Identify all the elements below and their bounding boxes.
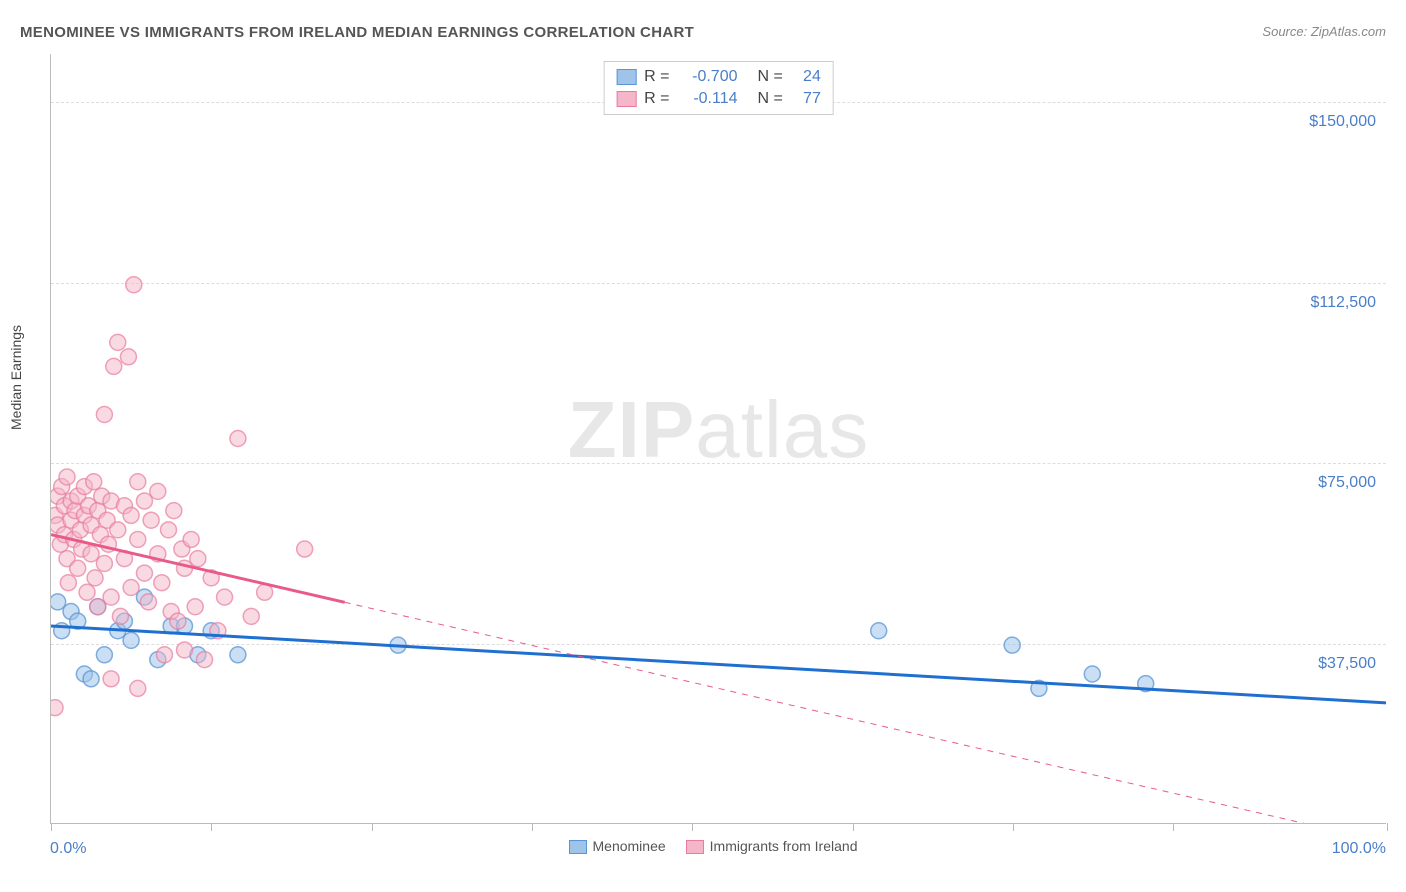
source-attribution: Source: ZipAtlas.com [1262,24,1386,39]
scatter-point [130,680,146,696]
scatter-point [257,584,273,600]
scatter-point [140,594,156,610]
legend-swatch [686,840,704,854]
scatter-point [217,589,233,605]
scatter-point [197,652,213,668]
scatter-point [1084,666,1100,682]
scatter-point [86,474,102,490]
scatter-point [103,589,119,605]
x-tick [51,823,52,831]
n-label: N = [758,66,783,88]
scatter-point [96,555,112,571]
scatter-point [120,349,136,365]
x-tick [211,823,212,831]
x-tick [692,823,693,831]
scatter-point [230,647,246,663]
scatter-point [123,507,139,523]
correlation-legend: R = -0.700 N = 24 R = -0.114 N = 77 [603,61,834,115]
source-value: ZipAtlas.com [1311,24,1386,39]
r-value: -0.114 [678,88,738,110]
scatter-point [156,647,172,663]
scatter-point [166,503,182,519]
scatter-point [87,570,103,586]
scatter-point [59,469,75,485]
plot-area: ZIPatlas R =-0.700N =24R =-0.114N =77 $3… [50,54,1386,824]
scatter-point [79,584,95,600]
scatter-point [177,642,193,658]
scatter-point [110,522,126,538]
scatter-point [96,647,112,663]
scatter-point [170,613,186,629]
scatter-point [230,431,246,447]
x-tick [532,823,533,831]
n-value: 24 [791,66,821,88]
scatter-point [112,608,128,624]
x-tick [372,823,373,831]
n-value: 77 [791,88,821,110]
r-value: -0.700 [678,66,738,88]
scatter-point [190,551,206,567]
legend-swatch [616,69,636,85]
legend-row: R = -0.700 N = 24 [616,66,821,88]
chart-header: MENOMINEE VS IMMIGRANTS FROM IRELAND MED… [0,0,1406,50]
x-tick [1387,823,1388,831]
plot-svg [51,54,1386,823]
scatter-point [106,358,122,374]
scatter-point [143,512,159,528]
scatter-point [96,406,112,422]
scatter-point [123,580,139,596]
series-legend: Menominee Immigrants from Ireland [0,838,1406,854]
regression-line [345,602,1386,823]
scatter-point [103,671,119,687]
scatter-point [130,474,146,490]
scatter-point [187,599,203,615]
legend-label: Menominee [593,838,666,854]
scatter-point [150,483,166,499]
n-label: N = [758,88,783,110]
scatter-point [160,522,176,538]
x-tick [1173,823,1174,831]
scatter-point [130,531,146,547]
scatter-point [136,565,152,581]
y-axis-label: Median Earnings [8,325,24,430]
r-label: R = [644,88,669,110]
scatter-point [126,277,142,293]
scatter-point [297,541,313,557]
regression-line [51,626,1386,703]
source-label: Source: [1262,24,1307,39]
scatter-point [83,671,99,687]
scatter-point [154,575,170,591]
legend-label: Immigrants from Ireland [710,838,858,854]
legend-swatch [616,91,636,107]
r-label: R = [644,66,669,88]
scatter-point [70,560,86,576]
chart-title: MENOMINEE VS IMMIGRANTS FROM IRELAND MED… [20,24,694,41]
scatter-point [1004,637,1020,653]
scatter-point [60,575,76,591]
scatter-point [123,632,139,648]
x-tick [853,823,854,831]
scatter-point [110,334,126,350]
legend-swatch [569,840,587,854]
scatter-point [183,531,199,547]
scatter-point [51,700,63,716]
x-tick [1013,823,1014,831]
scatter-point [871,623,887,639]
legend-row: R = -0.114 N = 77 [616,88,821,110]
scatter-point [243,608,259,624]
